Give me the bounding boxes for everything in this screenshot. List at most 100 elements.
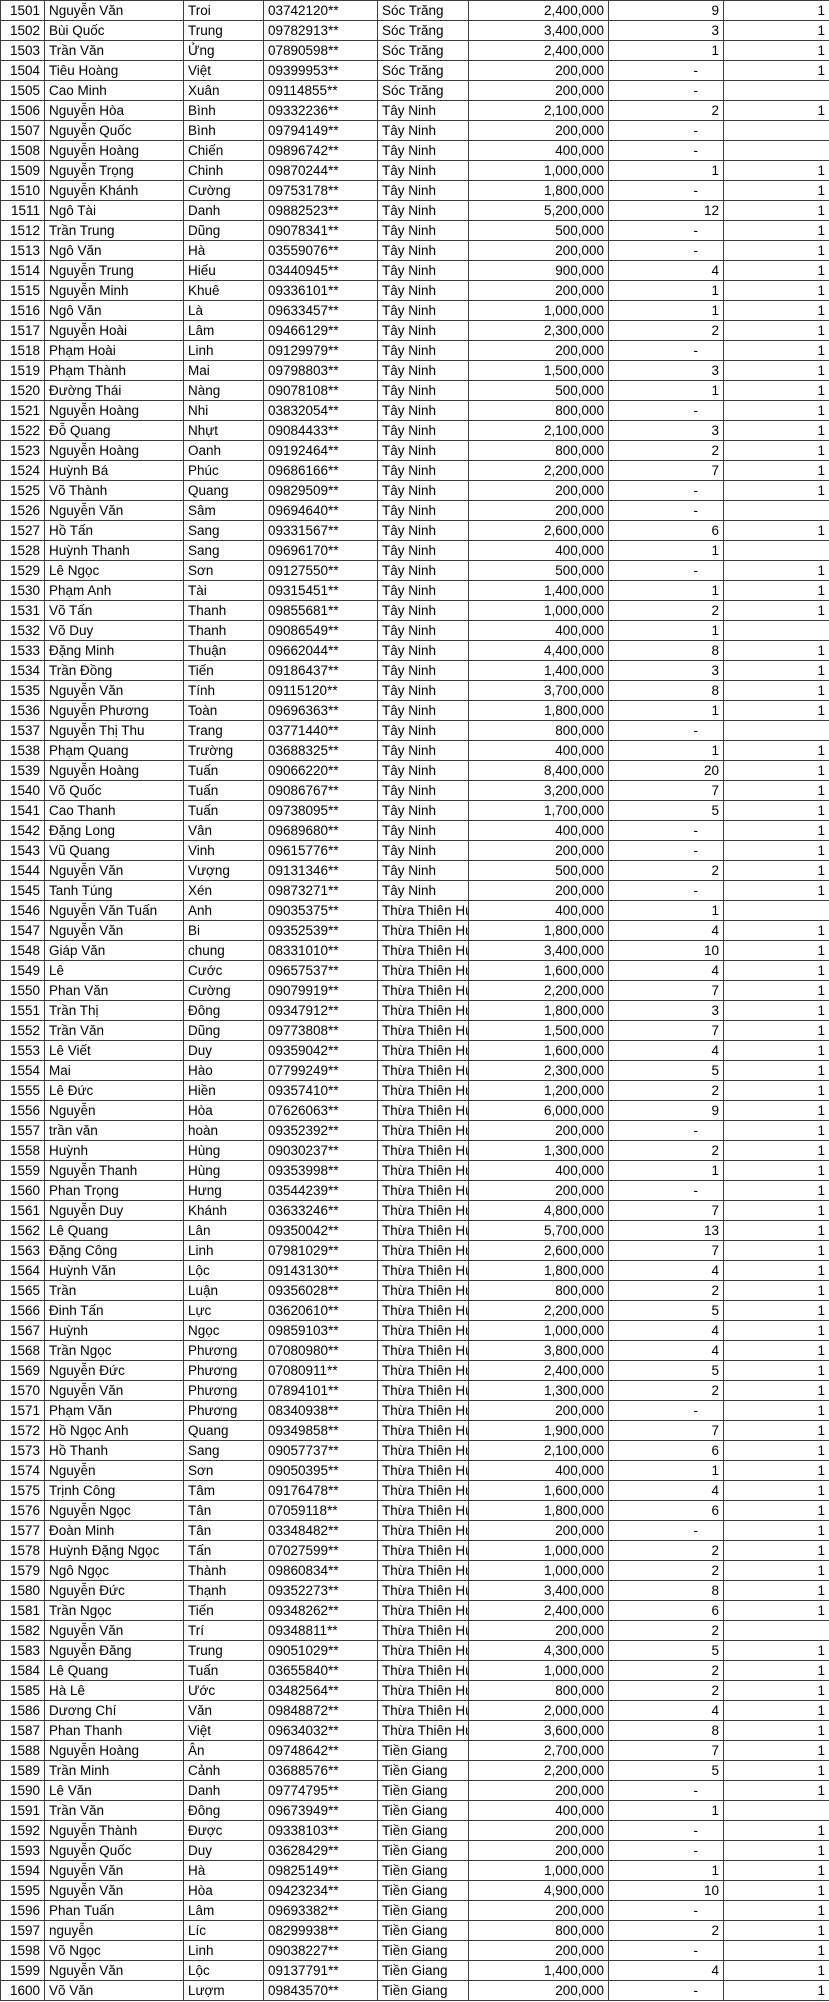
- cell-first-name[interactable]: Tuấn: [183, 1660, 264, 1681]
- cell-count[interactable]: -: [608, 240, 724, 261]
- cell-phone[interactable]: 09825149**: [263, 1860, 378, 1881]
- cell-row-id[interactable]: 1524: [0, 460, 45, 481]
- cell-count[interactable]: -: [608, 560, 724, 581]
- cell-province[interactable]: Tây Ninh: [377, 380, 469, 401]
- cell-first-name[interactable]: Tài: [183, 580, 264, 601]
- cell-phone[interactable]: 09115120**: [263, 680, 378, 701]
- cell-row-id[interactable]: 1567: [0, 1320, 45, 1341]
- cell-flag[interactable]: 1: [723, 100, 829, 121]
- cell-phone[interactable]: 09633457**: [263, 300, 378, 321]
- cell-flag[interactable]: 1: [723, 1580, 829, 1601]
- cell-first-name[interactable]: Ước: [183, 1680, 264, 1701]
- cell-count[interactable]: -: [608, 820, 724, 841]
- cell-province[interactable]: Tiền Giang: [377, 1840, 469, 1861]
- cell-amount[interactable]: 3,400,000: [468, 20, 609, 41]
- cell-flag[interactable]: 1: [723, 1020, 829, 1041]
- cell-row-id[interactable]: 1537: [0, 720, 45, 741]
- cell-first-name[interactable]: Lâm: [183, 320, 264, 341]
- cell-count[interactable]: 4: [608, 1260, 724, 1281]
- cell-flag[interactable]: 1: [723, 1500, 829, 1521]
- cell-flag[interactable]: 1: [723, 820, 829, 841]
- cell-flag[interactable]: 1: [723, 380, 829, 401]
- cell-first-name[interactable]: Anh: [183, 900, 264, 921]
- cell-row-id[interactable]: 1581: [0, 1600, 45, 1621]
- cell-province[interactable]: Thừa Thiên Hu: [377, 1660, 469, 1681]
- cell-last-name[interactable]: Trần Đồng: [44, 660, 184, 681]
- cell-row-id[interactable]: 1550: [0, 980, 45, 1001]
- cell-amount[interactable]: 2,300,000: [468, 320, 609, 341]
- cell-first-name[interactable]: Chinh: [183, 160, 264, 181]
- cell-first-name[interactable]: Danh: [183, 200, 264, 221]
- cell-row-id[interactable]: 1563: [0, 1240, 45, 1261]
- cell-phone[interactable]: 09078341**: [263, 220, 378, 241]
- cell-count[interactable]: 1: [608, 900, 724, 921]
- cell-first-name[interactable]: Lộc: [183, 1960, 264, 1981]
- cell-province[interactable]: Tây Ninh: [377, 800, 469, 821]
- cell-first-name[interactable]: Tuấn: [183, 760, 264, 781]
- cell-phone[interactable]: 09127550**: [263, 560, 378, 581]
- cell-flag[interactable]: 1: [723, 760, 829, 781]
- cell-phone[interactable]: 09315451**: [263, 580, 378, 601]
- cell-last-name[interactable]: Ngô Văn: [44, 240, 184, 261]
- cell-row-id[interactable]: 1534: [0, 660, 45, 681]
- cell-phone[interactable]: 09696170**: [263, 540, 378, 561]
- cell-amount[interactable]: 2,400,000: [468, 1360, 609, 1381]
- cell-flag[interactable]: 1: [723, 1060, 829, 1081]
- cell-first-name[interactable]: Vượng: [183, 860, 264, 881]
- cell-amount[interactable]: 500,000: [468, 380, 609, 401]
- cell-count[interactable]: -: [608, 1820, 724, 1841]
- cell-last-name[interactable]: Hồ Thanh: [44, 1440, 184, 1461]
- cell-province[interactable]: Tây Ninh: [377, 440, 469, 461]
- cell-province[interactable]: Thừa Thiên Hu: [377, 1440, 469, 1461]
- cell-province[interactable]: Tiền Giang: [377, 1980, 469, 2001]
- cell-flag[interactable]: 1: [723, 740, 829, 761]
- cell-row-id[interactable]: 1510: [0, 180, 45, 201]
- cell-province[interactable]: Tây Ninh: [377, 220, 469, 241]
- cell-first-name[interactable]: Mai: [183, 360, 264, 381]
- cell-first-name[interactable]: Sâm: [183, 500, 264, 521]
- cell-phone[interactable]: 07080911**: [263, 1360, 378, 1381]
- cell-flag[interactable]: 1: [723, 1140, 829, 1161]
- cell-last-name[interactable]: Nguyễn Hòa: [44, 100, 184, 121]
- cell-count[interactable]: -: [608, 220, 724, 241]
- cell-flag[interactable]: 1: [723, 1880, 829, 1901]
- cell-row-id[interactable]: 1592: [0, 1820, 45, 1841]
- cell-province[interactable]: Thừa Thiên Hu: [377, 1180, 469, 1201]
- cell-province[interactable]: Tây Ninh: [377, 620, 469, 641]
- cell-count[interactable]: 1: [608, 700, 724, 721]
- cell-province[interactable]: Thừa Thiên Hu: [377, 1500, 469, 1521]
- cell-amount[interactable]: 1,500,000: [468, 1020, 609, 1041]
- cell-row-id[interactable]: 1597: [0, 1920, 45, 1941]
- cell-flag[interactable]: 1: [723, 1300, 829, 1321]
- cell-flag[interactable]: [723, 120, 829, 141]
- cell-count[interactable]: 4: [608, 960, 724, 981]
- cell-count[interactable]: 1: [608, 40, 724, 61]
- cell-flag[interactable]: 1: [723, 420, 829, 441]
- cell-row-id[interactable]: 1527: [0, 520, 45, 541]
- cell-phone[interactable]: 09192464**: [263, 440, 378, 461]
- cell-flag[interactable]: 1: [723, 40, 829, 61]
- cell-first-name[interactable]: Tuấn: [183, 780, 264, 801]
- cell-amount[interactable]: 3,200,000: [468, 780, 609, 801]
- cell-first-name[interactable]: Nhi: [183, 400, 264, 421]
- cell-phone[interactable]: 09843570**: [263, 1980, 378, 2001]
- cell-last-name[interactable]: Võ Ngọc: [44, 1940, 184, 1961]
- cell-count[interactable]: 6: [608, 1600, 724, 1621]
- cell-phone[interactable]: 09773808**: [263, 1020, 378, 1041]
- cell-province[interactable]: Thừa Thiên Hu: [377, 1000, 469, 1021]
- cell-last-name[interactable]: Lê Đức: [44, 1080, 184, 1101]
- cell-count[interactable]: -: [608, 480, 724, 501]
- cell-province[interactable]: Thừa Thiên Hu: [377, 1580, 469, 1601]
- cell-phone[interactable]: 09357410**: [263, 1080, 378, 1101]
- cell-count[interactable]: 3: [608, 360, 724, 381]
- cell-amount[interactable]: 3,800,000: [468, 1340, 609, 1361]
- cell-flag[interactable]: [723, 620, 829, 641]
- cell-amount[interactable]: 1,000,000: [468, 1540, 609, 1561]
- cell-row-id[interactable]: 1551: [0, 1000, 45, 1021]
- cell-count[interactable]: 1: [608, 620, 724, 641]
- cell-last-name[interactable]: Trần Ngọc: [44, 1600, 184, 1621]
- cell-amount[interactable]: 2,100,000: [468, 1440, 609, 1461]
- cell-phone[interactable]: 07894101**: [263, 1380, 378, 1401]
- cell-last-name[interactable]: Nguyễn Hoàng: [44, 440, 184, 461]
- cell-last-name[interactable]: Nguyễn Hoàng: [44, 400, 184, 421]
